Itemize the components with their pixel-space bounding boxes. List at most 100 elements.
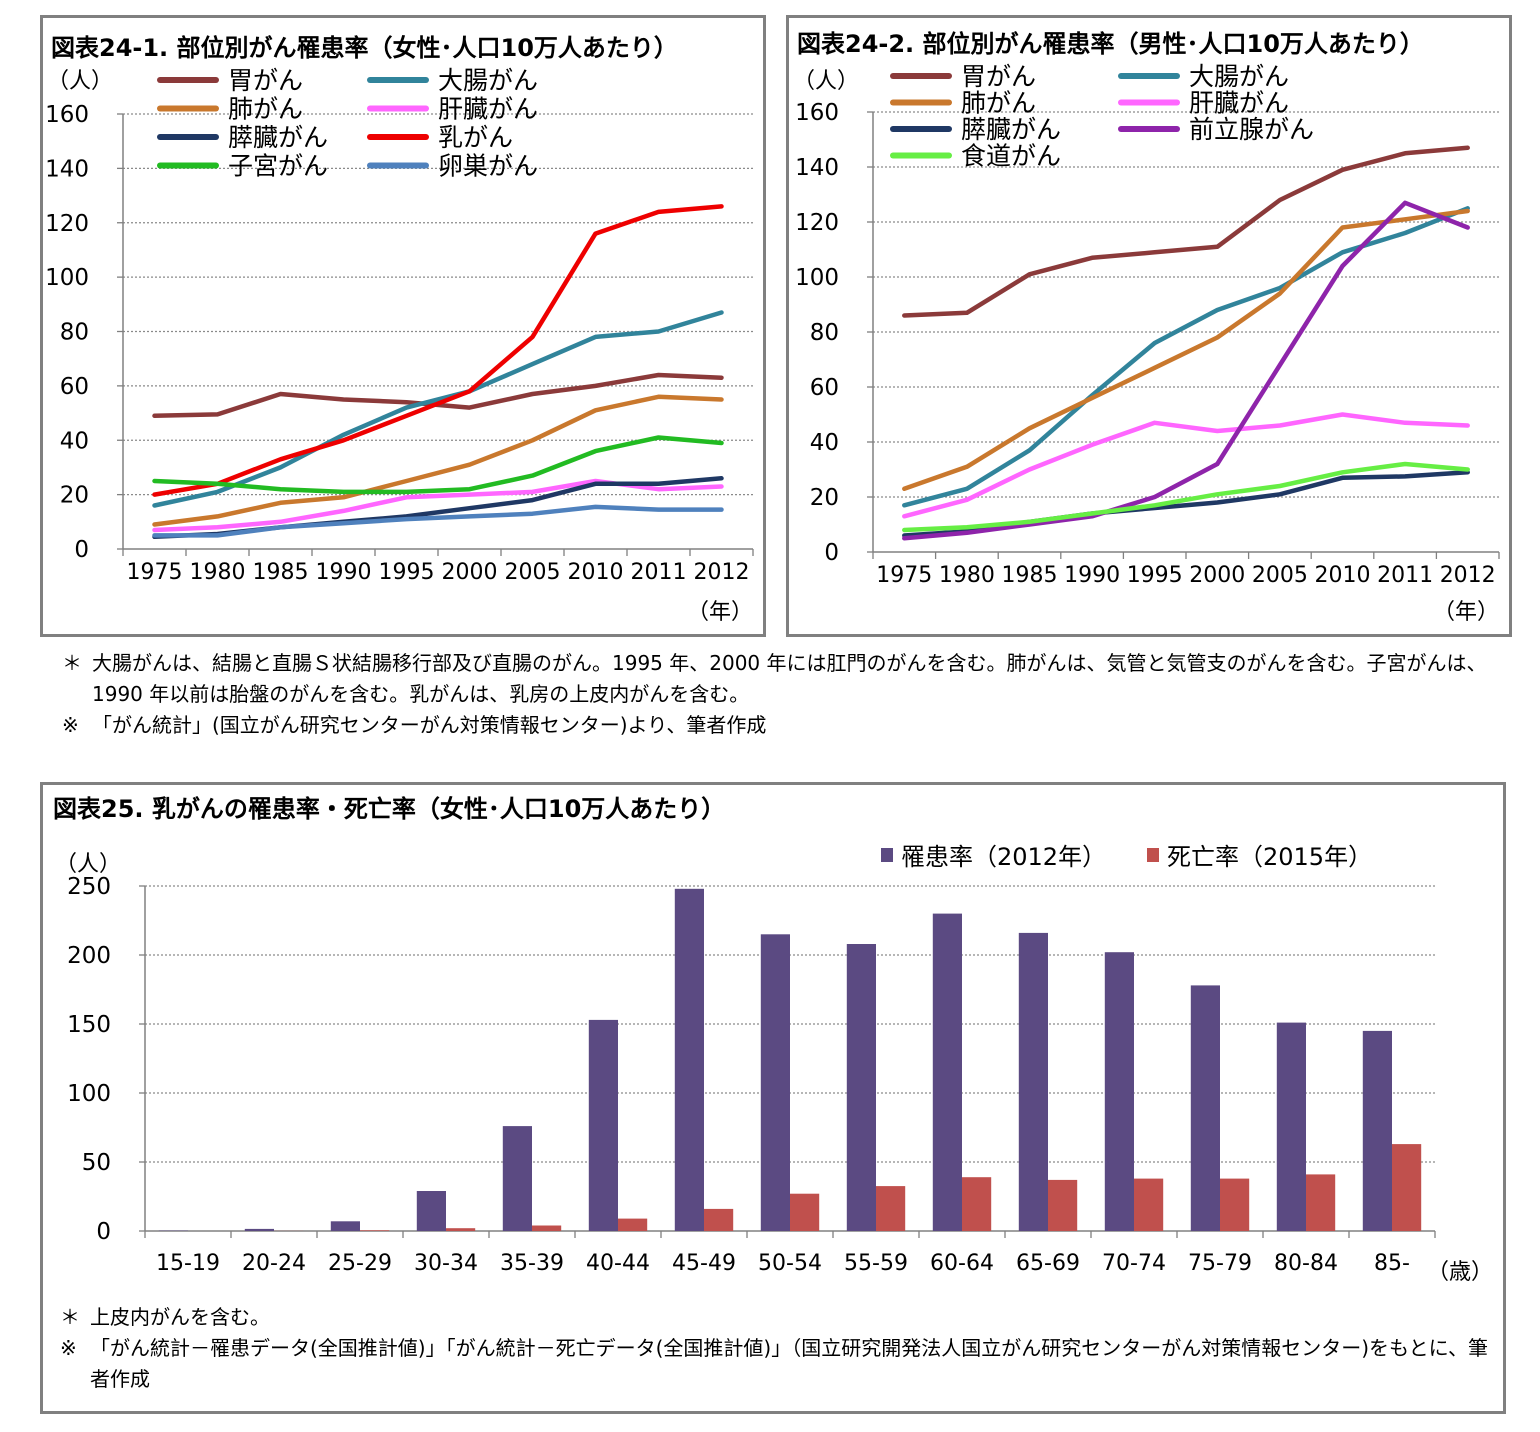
legend-label: 肝臓がん	[438, 95, 538, 124]
bar	[1018, 932, 1048, 1231]
note-text: 「がん統計－罹患データ(全国推計値)」「がん統計－死亡データ(全国推計値)」（国…	[90, 1336, 1489, 1391]
bar	[932, 913, 962, 1231]
y-tick-label: 0	[96, 1219, 111, 1245]
note-item: ＊ 大腸がんは、結腸と直腸Ｓ状結腸移行部及び直腸のがん。1995 年、2000 年…	[62, 648, 1492, 710]
legend-label: 肺がん	[228, 95, 303, 124]
series-line	[902, 145, 1470, 318]
y-unit-label: （人）	[55, 852, 121, 877]
bar	[360, 1230, 390, 1231]
legend-label: 前立腺がん	[1189, 115, 1314, 144]
y-tick-label: 0	[824, 540, 839, 566]
y-tick-label: 120	[45, 211, 89, 237]
chart-panel-25: 図表25. 乳がんの罹患率・死亡率（女性･人口10万人あたり） （人） （歳） …	[40, 782, 1506, 1414]
x-unit-label: （年）	[687, 600, 753, 625]
x-tick-label: 1990	[316, 560, 372, 585]
legend-swatch	[881, 848, 893, 862]
bar	[416, 1191, 446, 1231]
legend-swatch	[1147, 848, 1159, 862]
x-tick-label: 2010	[1315, 563, 1371, 588]
bar	[532, 1225, 562, 1231]
note-text: 上皮内がんを含む。	[90, 1305, 270, 1329]
y-tick-label: 150	[67, 1012, 111, 1038]
legend: 罹患率（2012年） 死亡率（2015年）	[881, 843, 1372, 871]
legend-label: 胃がん	[961, 62, 1036, 91]
note-mark: ＊	[62, 651, 82, 675]
x-tick-label: 40-44	[586, 1251, 650, 1276]
x-tick-label: 25-29	[328, 1251, 392, 1276]
bar	[1362, 1030, 1392, 1231]
x-tick-label: 55-59	[844, 1251, 908, 1276]
y-tick-label: 120	[795, 210, 839, 236]
y-tick-label: 60	[60, 374, 89, 400]
x-tick-label: 70-74	[1102, 1251, 1166, 1276]
bar	[1306, 1174, 1336, 1231]
legend-label: 肺がん	[961, 89, 1036, 118]
y-tick-label: 40	[810, 430, 839, 456]
chart-title: 図表25. 乳がんの罹患率・死亡率（女性･人口10万人あたり）	[53, 795, 725, 823]
y-tick-label: 40	[60, 428, 89, 454]
y-tick-label: 100	[795, 265, 839, 291]
bar	[446, 1228, 476, 1231]
series-line	[152, 204, 724, 497]
y-tick-label: 20	[810, 485, 839, 511]
bar	[1276, 1022, 1306, 1231]
x-tick-label: 1975	[876, 563, 932, 588]
legend-label: 胃がん	[228, 66, 303, 95]
x-tick-label: 80-84	[1274, 1251, 1338, 1276]
series-line	[152, 394, 724, 527]
bar	[846, 944, 876, 1231]
x-tick-label: 2011	[1377, 563, 1433, 588]
note-mark: ※	[60, 1336, 77, 1360]
bar	[760, 934, 790, 1231]
bar	[674, 888, 704, 1231]
chart-title: 図表24-2. 部位別がん罹患率（男性･人口10万人あたり）	[797, 30, 1424, 58]
bar	[1220, 1178, 1250, 1231]
legend-label: 大腸がん	[438, 66, 538, 95]
x-tick-label: 1980	[939, 563, 995, 588]
y-tick-label: 100	[45, 265, 89, 291]
note-text: 「がん統計」(国立がん研究センターがん対策情報センター)より、筆者作成	[92, 713, 767, 737]
y-tick-label: 200	[67, 943, 111, 969]
note-item: ＊ 上皮内がんを含む。	[60, 1302, 1490, 1333]
bar	[962, 1177, 992, 1231]
note-item: ※ 「がん統計－罹患データ(全国推計値)」「がん統計－死亡データ(全国推計値)」（…	[60, 1333, 1490, 1395]
note-item: ※ 「がん統計」(国立がん研究センターがん対策情報センター)より、筆者作成	[62, 710, 1492, 741]
legend-label: 膵臓がん	[961, 115, 1061, 144]
x-tick-label: 35-39	[500, 1251, 564, 1276]
y-tick-label: 80	[810, 320, 839, 346]
bar	[1134, 1178, 1164, 1231]
y-tick-label: 160	[45, 102, 89, 128]
chart-title: 図表24-1. 部位別がん罹患率（女性･人口10万人あたり）	[51, 34, 678, 62]
bar	[502, 1126, 532, 1231]
y-unit-label: （人）	[47, 69, 113, 94]
bar	[1104, 952, 1134, 1231]
bar	[588, 1019, 618, 1231]
legend-label: 罹患率（2012年）	[901, 843, 1106, 871]
series-line	[152, 504, 724, 538]
x-tick-label: 1985	[1002, 563, 1058, 588]
x-tick-label: 85-	[1374, 1251, 1410, 1276]
chart-panel-24-1: 図表24-1. 部位別がん罹患率（女性･人口10万人あたり） （人） （年） 0…	[40, 15, 766, 637]
x-tick-label: 2005	[505, 560, 561, 585]
x-tick-label: 2012	[1440, 563, 1496, 588]
legend-label: 卵巣がん	[438, 152, 538, 181]
notes-24: ＊ 大腸がんは、結腸と直腸Ｓ状結腸移行部及び直腸のがん。1995 年、2000 年…	[62, 648, 1492, 741]
series-line	[152, 310, 724, 508]
series-line	[902, 200, 1470, 541]
series-line	[902, 208, 1470, 492]
series-line	[902, 412, 1470, 519]
bar	[244, 1228, 274, 1231]
line-chart-24-2: 図表24-2. 部位別がん罹患率（男性･人口10万人あたり） （人） （年） 0…	[793, 30, 1500, 625]
x-tick-label: 2011	[631, 560, 687, 585]
bar	[1048, 1179, 1078, 1231]
notes-25: ＊ 上皮内がんを含む。 ※ 「がん統計－罹患データ(全国推計値)」「がん統計－死亡デ…	[60, 1302, 1490, 1395]
x-tick-label: 30-34	[414, 1251, 478, 1276]
note-mark: ※	[62, 713, 79, 737]
legend-label: 膵臓がん	[228, 123, 328, 152]
x-unit-label: （歳）	[1427, 1260, 1493, 1285]
axes: 0 50 100 150 200 250 15-19 20-24 25-29 30-34 35-39…	[67, 874, 1436, 1276]
y-tick-label: 0	[74, 537, 89, 563]
